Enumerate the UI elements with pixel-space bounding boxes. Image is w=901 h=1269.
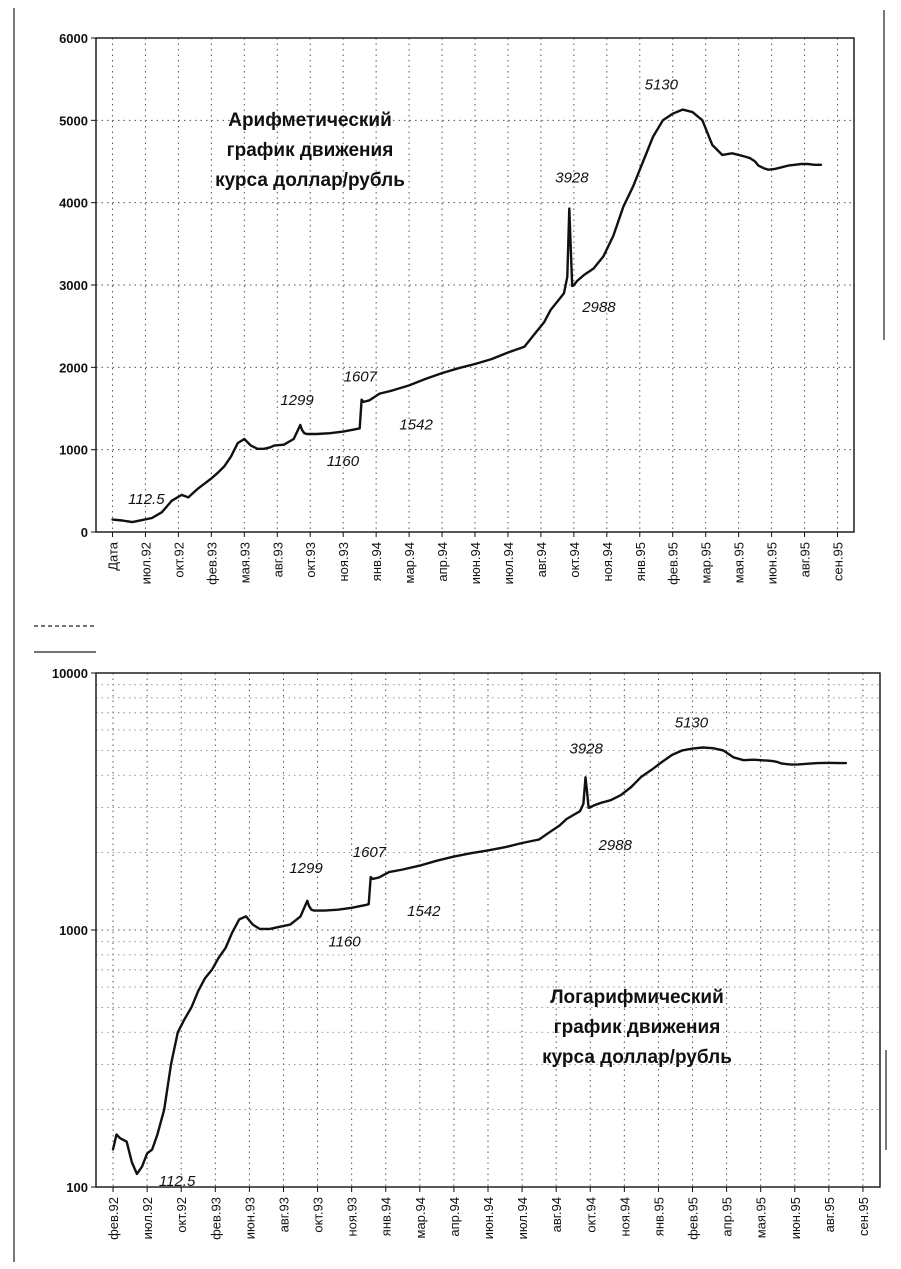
linear-x-tick-label: ноя.94 — [600, 542, 615, 582]
linear-annotation: 2988 — [581, 299, 616, 316]
linear-chart: 0 1000 2000 3000 4000 5000 6000 Дата июл.92 окт.… — [59, 31, 855, 585]
linear-x-tick-label: июл.92 — [138, 542, 153, 584]
log-x-tick-label: авг.94 — [549, 1197, 564, 1232]
log-x-tick-label: июн.93 — [242, 1197, 257, 1239]
log-annotation: 112.5 — [159, 1173, 196, 1190]
log-x-tick-label: окт.93 — [311, 1197, 326, 1233]
linear-annotation: 3928 — [555, 170, 589, 187]
linear-y-tick-label: 5000 — [59, 113, 88, 128]
linear-x-tick-label: янв.94 — [369, 542, 384, 581]
log-annotation: 3928 — [569, 740, 603, 757]
linear-grid — [96, 38, 854, 532]
log-title-line: Логарифмический — [550, 987, 724, 1008]
linear-y-tick-label: 0 — [81, 525, 88, 540]
log-annotation: 1160 — [328, 934, 361, 951]
linear-x-tick-label: апр.94 — [435, 542, 450, 582]
linear-y-tick-label: 1000 — [59, 443, 88, 458]
log-x-tick-label: авг.93 — [276, 1197, 291, 1232]
linear-x-tick-label: июн.95 — [765, 542, 780, 584]
linear-x-tick-label: авг.93 — [270, 542, 285, 577]
log-x-tick-label: мар.94 — [413, 1197, 428, 1238]
log-x-tick-label: апр.94 — [447, 1197, 462, 1237]
log-x-tick-label: мая.95 — [754, 1197, 769, 1238]
log-x-tick-label: ноя.94 — [617, 1197, 632, 1237]
log-title-line: график движения — [554, 1017, 721, 1038]
linear-x-tick-label: Дата — [105, 541, 120, 571]
linear-title-line: Арифметический — [228, 110, 392, 131]
log-x-tick-label: фев.92 — [106, 1197, 121, 1240]
linear-y-tick-label: 2000 — [59, 360, 88, 375]
linear-annotation: 112.5 — [128, 491, 165, 508]
log-annotation: 1299 — [289, 860, 323, 877]
linear-x-tick-label: авг.94 — [534, 542, 549, 577]
linear-annotation: 1160 — [327, 453, 360, 470]
linear-annotation: 1299 — [280, 392, 314, 409]
log-title: Логарифмический график движения курса долл… — [542, 987, 732, 1068]
log-x-axis: фев.92 июл.92 окт.92 фев.93 июн.93 авг.93 окт.… — [106, 1187, 871, 1240]
linear-x-tick-label: сен.95 — [831, 542, 846, 581]
linear-y-tick-label: 3000 — [59, 278, 88, 293]
linear-annotation: 1607 — [344, 369, 378, 386]
log-x-tick-label: фев.93 — [208, 1197, 223, 1240]
linear-series-line — [111, 108, 823, 524]
linear-x-tick-label: мар.94 — [402, 542, 417, 583]
log-y-tick-label: 100 — [66, 1180, 88, 1195]
log-x-tick-label: янв.94 — [379, 1197, 394, 1236]
linear-annotation: 5130 — [645, 77, 679, 94]
log-y-tick-label: 10000 — [52, 666, 88, 681]
log-annotation: 5130 — [675, 714, 709, 731]
linear-annotation: 1542 — [399, 417, 433, 434]
linear-y-axis: 0 1000 2000 3000 4000 5000 6000 — [59, 31, 96, 540]
log-y-axis: 100 1000 10000 — [52, 666, 96, 1195]
linear-x-tick-label: окт.94 — [567, 542, 582, 578]
linear-x-tick-label: авг.95 — [798, 542, 813, 577]
log-series-line — [111, 746, 848, 1176]
log-x-tick-label: авг.95 — [822, 1197, 837, 1232]
linear-x-tick-label: окт.93 — [303, 542, 318, 578]
log-x-tick-label: июн.94 — [481, 1197, 496, 1239]
linear-annotations: 112.5 1299 1160 1607 1542 3928 2988 5130 — [128, 77, 679, 508]
log-title-line: курса доллар/рубль — [542, 1047, 732, 1068]
linear-x-tick-label: мая.93 — [237, 542, 252, 583]
log-x-tick-label: окт.92 — [174, 1197, 189, 1233]
linear-x-tick-label: мар.95 — [699, 542, 714, 583]
log-x-tick-label: апр.95 — [720, 1197, 735, 1237]
log-x-tick-label: сен.95 — [856, 1197, 871, 1236]
log-chart: 100 1000 10000 фев.92 июл.92 окт.92 фев.93 июн… — [52, 666, 881, 1240]
log-annotation: 1542 — [407, 903, 441, 920]
linear-title-line: график движения — [227, 140, 394, 161]
log-annotation: 2988 — [598, 837, 633, 854]
linear-x-tick-label: окт.92 — [171, 542, 186, 578]
linear-x-tick-label: янв.95 — [633, 542, 648, 581]
log-grid — [96, 673, 880, 1187]
log-x-tick-label: янв.95 — [651, 1197, 666, 1236]
linear-x-tick-label: мая.95 — [732, 542, 747, 583]
log-x-tick-label: июн.95 — [788, 1197, 803, 1239]
linear-y-tick-label: 4000 — [59, 196, 88, 211]
linear-y-tick-label: 6000 — [59, 31, 88, 46]
log-x-tick-label: июл.92 — [140, 1197, 155, 1239]
linear-title: Арифметический график движения курса долла… — [215, 110, 405, 191]
linear-x-tick-label: фев.95 — [666, 542, 681, 585]
log-x-tick-label: ноя.93 — [345, 1197, 360, 1237]
log-x-tick-label: июл.94 — [515, 1197, 530, 1239]
log-y-tick-label: 1000 — [59, 923, 88, 938]
linear-x-tick-label: ноя.93 — [336, 542, 351, 582]
linear-x-tick-label: июл.94 — [501, 542, 516, 584]
log-x-tick-label: фев.95 — [686, 1197, 701, 1240]
linear-x-axis: Дата июл.92 окт.92 фев.93 мая.93 авг.93 окт.93… — [105, 532, 846, 585]
log-annotation: 1607 — [353, 844, 387, 861]
log-annotations: 112.5 1299 1160 1607 1542 3928 2988 5130 — [159, 714, 709, 1189]
linear-x-tick-label: июн.94 — [468, 542, 483, 584]
log-x-tick-label: окт.94 — [583, 1197, 598, 1233]
linear-x-tick-label: фев.93 — [204, 542, 219, 585]
linear-title-line: курса доллар/рубль — [215, 170, 405, 191]
